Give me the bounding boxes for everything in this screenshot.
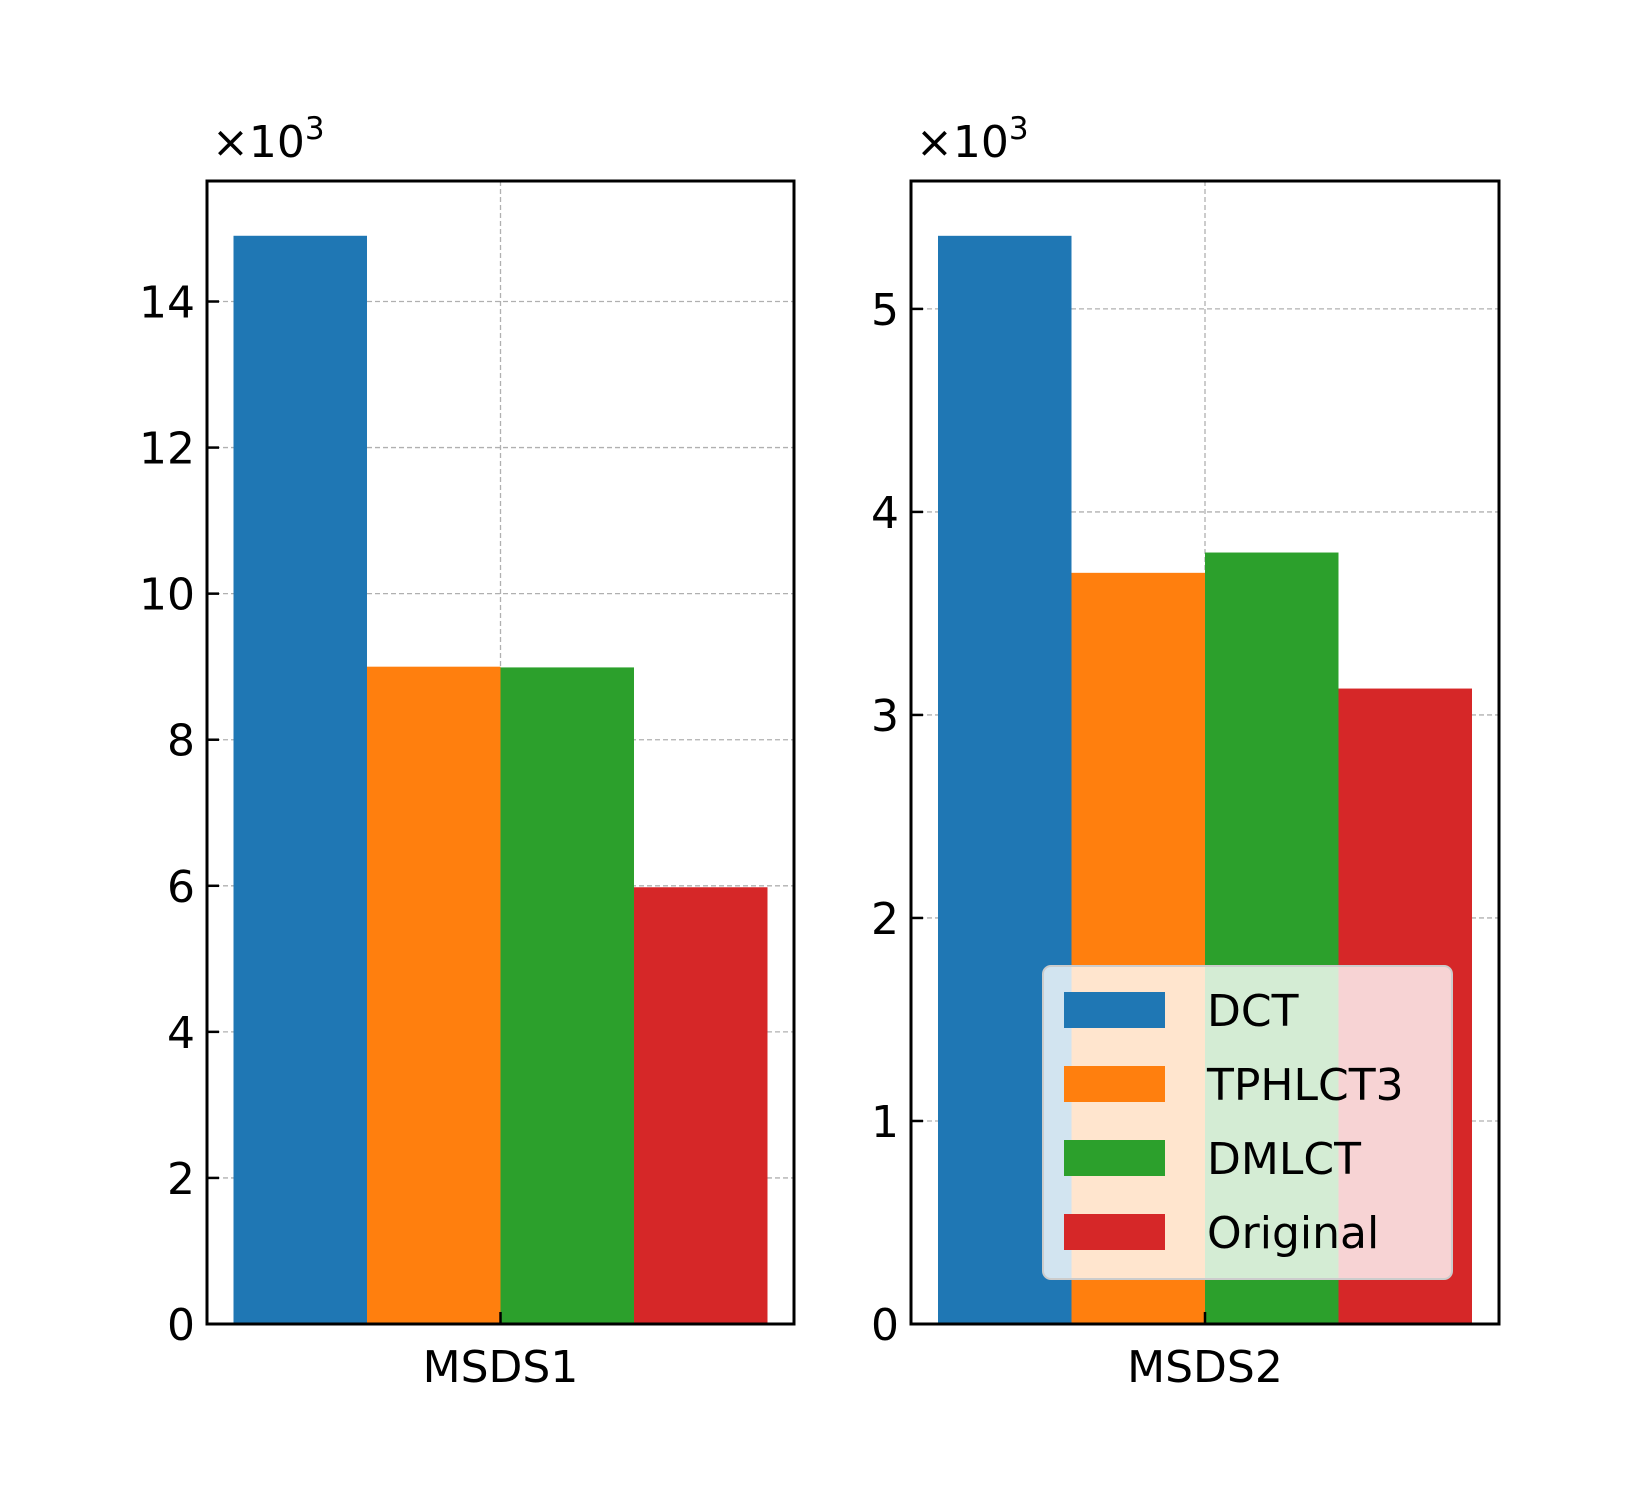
legend-frame: [1042, 965, 1453, 1280]
y-tick-label: 4: [871, 488, 899, 539]
legend-swatch-dct: [1064, 992, 1165, 1028]
axis-multiplier: ×103: [212, 111, 325, 168]
x-category-label: MSDS1: [423, 1342, 579, 1393]
y-tick-label: 0: [871, 1300, 899, 1351]
axis-multiplier-base: ×10: [212, 117, 305, 168]
legend-swatch-tphlct3: [1064, 1066, 1165, 1102]
y-tick-label: 12: [139, 424, 195, 475]
y-tick-label: 5: [871, 285, 899, 336]
y-tick-label: 2: [871, 894, 899, 945]
axis-multiplier-base: ×10: [916, 117, 1009, 168]
legend-swatch-original: [1064, 1214, 1165, 1250]
bar-original: [634, 887, 768, 1324]
legend-label-original: Original: [1207, 1208, 1379, 1259]
y-tick-label: 0: [167, 1300, 195, 1351]
legend-label-tphlct3: TPHLCT3: [1206, 1060, 1404, 1111]
axis-multiplier-exponent: 3: [305, 111, 325, 147]
legend-label-dmlct: DMLCT: [1207, 1134, 1361, 1185]
bar-dmlct: [500, 667, 634, 1324]
y-tick-label: 1: [871, 1097, 899, 1148]
y-tick-label: 4: [167, 1008, 195, 1059]
bar-dct: [233, 235, 367, 1324]
legend-swatch-dmlct: [1064, 1140, 1165, 1176]
y-tick-label: 3: [871, 691, 899, 742]
bar-tphlct3: [367, 666, 501, 1324]
chart-panel-1: 0 2 4 6 8 10 12 14 MSDS1 ×103: [139, 111, 796, 1393]
y-tick-label: 6: [167, 862, 195, 913]
legend-label-dct: DCT: [1207, 986, 1299, 1037]
y-tick-label: 2: [167, 1154, 195, 1205]
y-tick-label: 14: [139, 278, 195, 329]
axis-multiplier-exponent: 3: [1009, 111, 1029, 147]
axis-multiplier: ×103: [916, 111, 1029, 168]
x-category-label: MSDS2: [1127, 1342, 1283, 1393]
y-tick-label: 8: [167, 716, 195, 767]
legend: DCT TPHLCT3 DMLCT Original: [1042, 965, 1453, 1280]
y-tick-label: 10: [139, 570, 195, 621]
